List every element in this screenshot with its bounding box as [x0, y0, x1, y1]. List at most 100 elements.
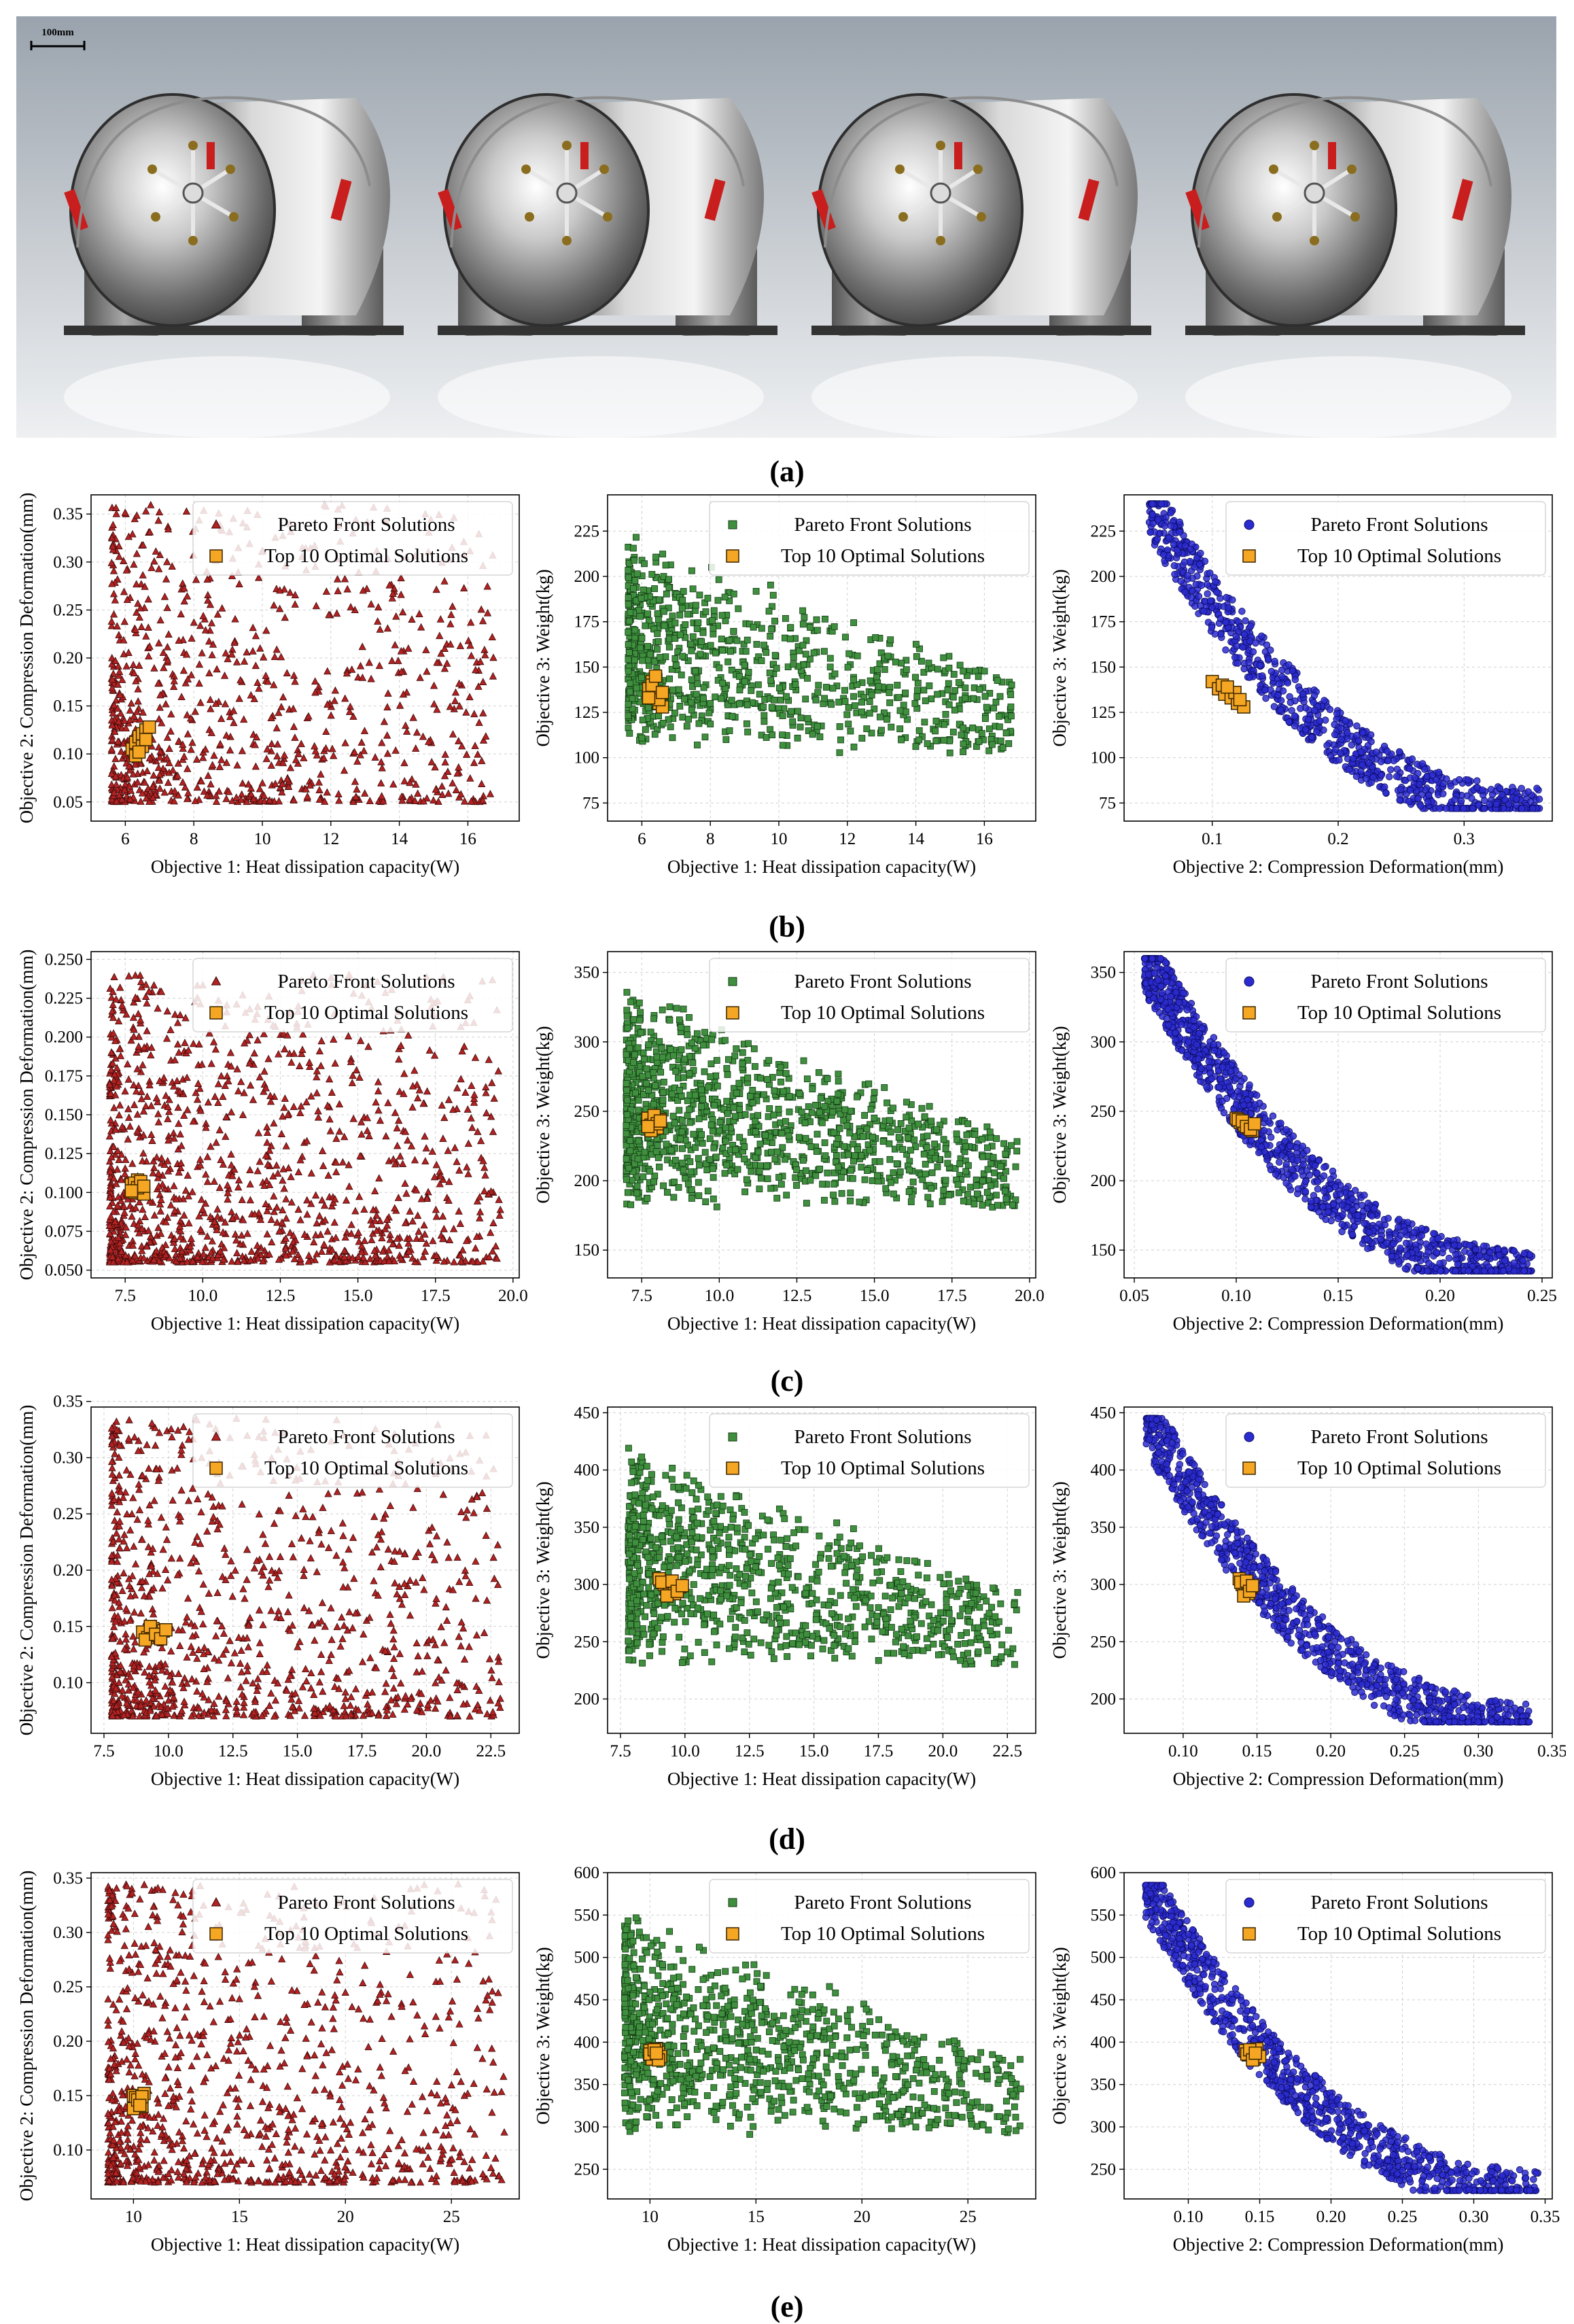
- pareto-point: [796, 1134, 802, 1141]
- pareto-point: [1406, 798, 1413, 805]
- pareto-point: [1171, 562, 1178, 569]
- pareto-point: [654, 646, 660, 653]
- pareto-point: [743, 648, 749, 655]
- tank-1: [64, 94, 404, 438]
- pareto-point: [1314, 729, 1321, 735]
- scale-bar-label: 100mm: [41, 27, 74, 38]
- tank-render-photo: 100mm: [16, 16, 1556, 438]
- pareto-point: [788, 625, 794, 631]
- pareto-point: [765, 1077, 771, 1083]
- pareto-point: [682, 621, 688, 627]
- pareto-point: [928, 696, 934, 702]
- pareto-point: [827, 664, 833, 670]
- panel-label-e: (e): [719, 2289, 855, 2324]
- pareto-point: [725, 659, 731, 665]
- pareto-point: [950, 694, 956, 700]
- pareto-point: [715, 597, 721, 604]
- pareto-point: [767, 582, 773, 588]
- pareto-point: [960, 748, 966, 755]
- pareto-point: [650, 1069, 657, 1075]
- pareto-point: [828, 701, 835, 708]
- tank-4: [1185, 94, 1525, 438]
- pareto-point: [1443, 805, 1450, 812]
- pareto-point: [654, 1142, 661, 1148]
- pareto-point: [642, 561, 648, 567]
- pareto-point: [632, 577, 638, 583]
- pareto-point: [1479, 786, 1486, 793]
- pareto-point: [625, 574, 631, 580]
- pareto-point: [700, 629, 706, 636]
- y-tick-label: 175: [574, 613, 600, 631]
- pareto-point: [637, 645, 643, 651]
- pareto-point: [774, 1195, 780, 1201]
- x-tick-label: 15.0: [343, 1287, 373, 1305]
- pareto-point: [729, 697, 735, 704]
- y-tick-label: 0.250: [45, 950, 83, 969]
- x-tick-label: 17.5: [421, 1287, 451, 1305]
- pareto-point: [886, 690, 892, 696]
- pareto-point: [656, 713, 662, 719]
- pareto-point: [772, 653, 778, 659]
- pareto-point: [1439, 791, 1446, 797]
- pareto-point: [724, 1065, 730, 1071]
- pareto-point: [897, 1168, 903, 1175]
- pareto-point: [710, 618, 716, 624]
- pareto-point: [627, 680, 633, 687]
- panel-label-d: (d): [719, 1822, 855, 1856]
- pareto-point: [761, 642, 767, 648]
- x-tick-label: 12: [322, 830, 339, 848]
- legend-pareto-label: Pareto Front Solutions: [277, 971, 455, 992]
- pareto-point: [688, 707, 695, 713]
- y-tick-label: 100: [1091, 749, 1117, 767]
- optimal-point: [125, 1185, 137, 1197]
- pareto-point: [1150, 520, 1157, 527]
- pareto-point: [769, 704, 775, 710]
- y-tick-label: 125: [1091, 704, 1117, 722]
- pareto-point: [771, 1088, 777, 1094]
- pareto-point: [723, 737, 729, 743]
- pareto-point: [737, 687, 743, 693]
- pareto-point: [867, 710, 873, 716]
- pareto-point: [637, 613, 644, 619]
- pareto-point: [684, 1032, 690, 1038]
- pareto-point: [639, 635, 645, 641]
- optimal-point: [1221, 681, 1234, 693]
- pareto-point: [847, 1198, 854, 1204]
- pareto-point: [907, 1147, 913, 1154]
- pareto-point: [625, 595, 631, 601]
- pareto-point: [1154, 536, 1161, 542]
- pareto-point: [933, 738, 939, 744]
- pareto-point: [754, 641, 760, 647]
- x-axis-label: Objective 1: Heat dissipation capacity(W…: [151, 856, 459, 877]
- pareto-point: [919, 1105, 925, 1111]
- pareto-point: [851, 744, 857, 750]
- pareto-point: [809, 731, 816, 738]
- pareto-point: [951, 672, 957, 678]
- pareto-point: [634, 571, 640, 577]
- pareto-point: [888, 724, 894, 730]
- pareto-point: [1456, 776, 1463, 783]
- pareto-point: [805, 716, 811, 722]
- pareto-point: [680, 714, 686, 721]
- pareto-point: [694, 625, 700, 631]
- pareto-point: [981, 668, 987, 674]
- pareto-point: [684, 1026, 690, 1032]
- pareto-point: [998, 738, 1004, 744]
- x-tick-label: 8: [190, 830, 198, 848]
- pareto-point: [1008, 713, 1014, 719]
- pareto-point: [831, 623, 837, 629]
- pareto-point: [807, 625, 814, 631]
- pareto-point: [638, 1030, 644, 1036]
- pareto-point: [746, 669, 752, 675]
- pareto-point: [710, 1196, 716, 1202]
- pareto-point: [1176, 529, 1183, 536]
- y-tick-label: 75: [582, 794, 599, 812]
- pareto-point: [1240, 644, 1246, 651]
- pareto-point: [960, 741, 966, 747]
- pareto-point: [817, 733, 823, 740]
- legend-optimal-marker: [727, 550, 739, 562]
- pareto-point: [809, 1109, 815, 1115]
- pareto-point: [845, 721, 852, 727]
- pareto-point: [712, 694, 718, 700]
